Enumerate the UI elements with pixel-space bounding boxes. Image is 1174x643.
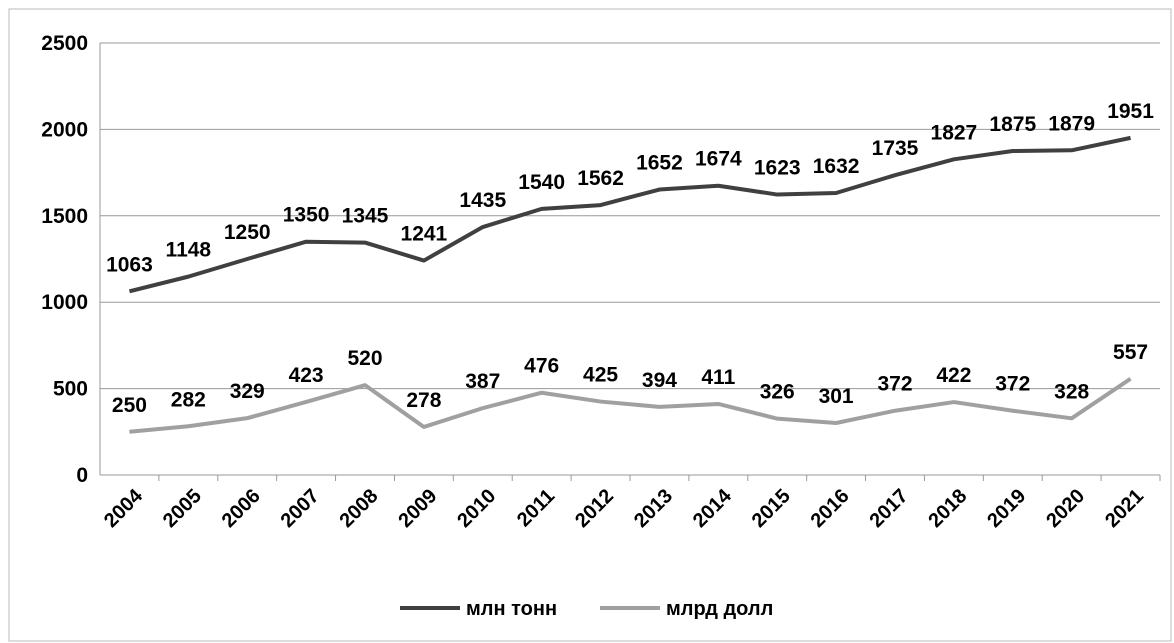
data-label: 372: [995, 373, 1030, 396]
y-tick-label: 1500: [41, 205, 88, 228]
data-label: 1345: [342, 205, 389, 228]
y-tick-label: 2500: [41, 32, 88, 55]
data-label: 1879: [1048, 112, 1095, 135]
y-tick-label: 1000: [41, 291, 88, 314]
data-label: 1735: [872, 137, 919, 160]
y-tick-label: 2000: [41, 118, 88, 141]
data-label: 1562: [577, 167, 624, 190]
series-line: [128, 135, 1131, 294]
data-label: 326: [760, 381, 795, 404]
data-label: 1435: [459, 189, 506, 212]
data-label: 1250: [224, 221, 271, 244]
data-label: 425: [583, 364, 618, 387]
data-label: 476: [524, 355, 559, 378]
data-label: 1148: [166, 239, 212, 262]
data-label: 1674: [695, 148, 742, 171]
data-label: 1951: [1107, 100, 1154, 123]
data-label: 1623: [754, 157, 801, 180]
data-label: 329: [230, 380, 265, 403]
legend-label: млн тонн: [466, 598, 557, 620]
series-line: [129, 377, 1132, 434]
y-tick-label: 0: [76, 464, 88, 487]
data-label: 328: [1054, 380, 1089, 403]
data-label: 250: [112, 394, 147, 417]
data-label: 1875: [989, 113, 1036, 136]
data-label: 301: [819, 385, 854, 408]
data-label: 1652: [636, 152, 683, 175]
legend-label: млрд долл: [666, 598, 773, 620]
data-label: 423: [289, 364, 324, 387]
data-label: 372: [877, 373, 912, 396]
data-label: 282: [171, 388, 206, 411]
data-label: 278: [406, 389, 441, 412]
chart-border: [8, 8, 1172, 642]
data-label: 1063: [106, 253, 153, 276]
data-label: 1350: [283, 204, 330, 227]
data-label: 387: [465, 370, 500, 393]
data-label: 1540: [518, 171, 565, 194]
data-label: 520: [347, 347, 382, 370]
data-label: 1632: [813, 155, 860, 178]
data-label: 394: [642, 369, 677, 392]
y-tick-label: 500: [53, 378, 88, 401]
data-label: 422: [936, 364, 971, 387]
data-label: 557: [1113, 341, 1148, 364]
data-label: 1241: [401, 223, 448, 246]
data-label: 411: [701, 366, 735, 389]
data-label: 1827: [931, 121, 978, 144]
